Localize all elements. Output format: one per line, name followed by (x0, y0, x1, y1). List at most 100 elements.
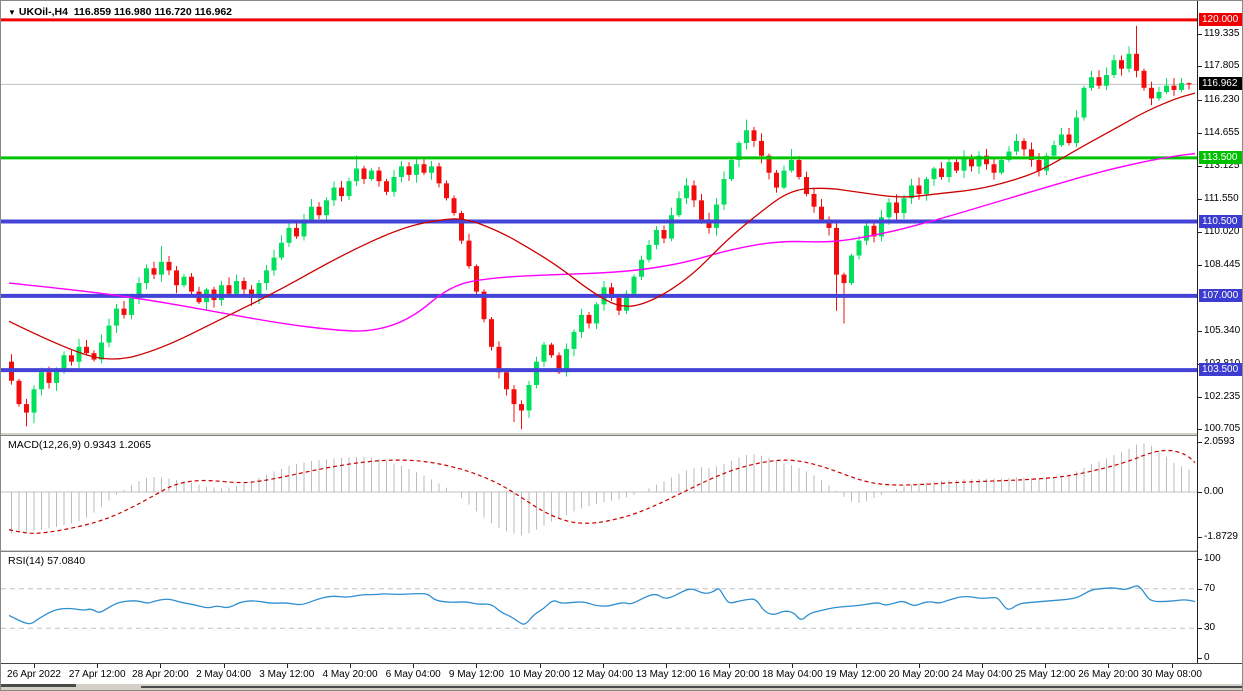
panel-splitter-rsi[interactable] (1, 549, 1242, 552)
candle-body (1006, 151, 1012, 160)
candle-body (579, 314, 584, 332)
candle-body (916, 185, 922, 194)
price-badge-120.000: 120.000 (1199, 12, 1242, 26)
candle-body (399, 166, 404, 177)
price-tick (1198, 199, 1202, 201)
time-axis-label: 10 May 20:00 (509, 669, 570, 680)
candle-body (676, 198, 682, 216)
candle-body (661, 230, 667, 239)
ma-slow-line (8, 152, 1196, 332)
candle-body (444, 183, 449, 199)
candle-body (646, 244, 652, 260)
candle-body (466, 240, 472, 267)
price-badge-107.000: 107.000 (1199, 288, 1242, 302)
time-axis-label: 12 May 04:00 (572, 669, 634, 680)
price-axis-label: 102.235 (1204, 390, 1241, 402)
candle-body (654, 230, 659, 245)
candle-body (511, 389, 517, 405)
macd-axis-label: -1.8729 (1204, 531, 1238, 543)
candle-body (849, 255, 854, 284)
candle-body (826, 219, 832, 228)
time-tick (223, 664, 225, 668)
candle-body (249, 289, 254, 298)
chart-dropdown-icon[interactable]: ▼ (8, 8, 16, 17)
time-axis-label: 28 Apr 20:00 (132, 669, 189, 680)
scrollbar-track-line (141, 686, 1242, 688)
candle-body (969, 157, 974, 167)
rsi-panel-canvas[interactable] (1, 552, 1197, 663)
candle-body (1104, 75, 1109, 86)
scrollbar-thumb[interactable] (1, 684, 76, 687)
time-tick (792, 664, 794, 668)
candle-body (976, 155, 982, 167)
rsi-axis-label: 100 (1204, 553, 1221, 564)
candle-body (99, 342, 104, 360)
candle-body (519, 404, 524, 411)
price-axis-label: 105.340 (1204, 325, 1241, 337)
candle-body (534, 361, 539, 386)
candle-body (189, 276, 194, 292)
candle-body (1066, 134, 1072, 144)
time-tick (1171, 664, 1173, 668)
horizontal-scrollbar[interactable] (1, 684, 1242, 690)
candle-body (684, 185, 689, 199)
candle-body (1186, 83, 1192, 85)
time-tick (918, 664, 920, 668)
candle-body (556, 355, 562, 373)
price-badge-113.500: 113.500 (1199, 150, 1242, 164)
candle-body (1111, 60, 1117, 76)
rsi-tick (1198, 559, 1202, 560)
time-tick (602, 664, 604, 668)
candle-body (309, 206, 314, 220)
candle-body (1179, 83, 1184, 90)
price-axis[interactable]: 119.335 117.805 116.230 114.655 113.125 111.5… (1197, 1, 1242, 663)
candle-body (1171, 85, 1177, 90)
candle-body (429, 166, 434, 173)
time-axis-label: 24 May 04:00 (951, 669, 1013, 680)
rsi-axis-label: 30 (1204, 622, 1216, 634)
time-tick (855, 664, 857, 668)
candle-body (279, 242, 284, 258)
candle-body (496, 346, 502, 373)
price-tick (1198, 231, 1202, 233)
candle-body (354, 168, 359, 182)
candle-body (226, 285, 232, 294)
candle-body (316, 206, 322, 216)
candle-body (886, 202, 892, 218)
candle-body (1074, 117, 1079, 144)
candle-body (1029, 149, 1034, 160)
rsi-tick (1198, 658, 1202, 659)
candle-body (954, 162, 959, 171)
candle-body (984, 155, 989, 165)
candle-body (901, 198, 907, 214)
rsi-indicator-label: RSI(14) 57.0840 (8, 555, 86, 567)
candle-body (564, 348, 569, 373)
candle-body (159, 261, 164, 275)
candle-body (931, 168, 937, 180)
price-chart-canvas[interactable] (1, 1, 1197, 432)
candle-body (961, 157, 967, 171)
price-axis-label: 111.550 (1204, 193, 1239, 205)
price-tick (1198, 265, 1202, 267)
candle-body (789, 159, 794, 171)
panel-splitter-macd[interactable] (1, 432, 1242, 436)
time-axis[interactable]: 26 Apr 2022 27 Apr 12:00 28 Apr 20:00 2 May… (1, 663, 1242, 684)
macd-tick (1198, 492, 1202, 493)
candle-body (864, 225, 869, 241)
candle-body (39, 372, 44, 390)
candle-body (346, 181, 352, 197)
candle-body (721, 179, 727, 205)
candle-body (1096, 77, 1102, 86)
price-tick (1198, 66, 1202, 68)
candle-body (1036, 159, 1042, 171)
macd-axis-label: 2.0593 (1204, 436, 1235, 447)
candle-body (219, 285, 224, 301)
time-axis-label: 26 Apr 2022 (7, 669, 61, 680)
macd-panel-canvas[interactable] (1, 436, 1197, 549)
price-axis-label: 114.655 (1204, 127, 1240, 139)
candle-body (331, 187, 337, 201)
candle-body (69, 355, 74, 362)
price-tick (1198, 165, 1202, 167)
rsi-tick (1198, 628, 1202, 630)
time-tick (982, 664, 983, 668)
